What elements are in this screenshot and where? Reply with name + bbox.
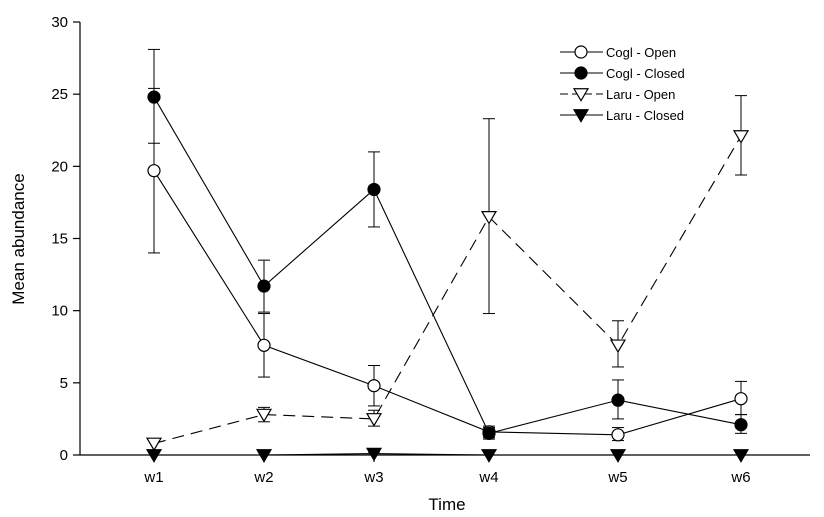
data-point-laru-open	[609, 339, 627, 354]
x-tick-label: w1	[143, 469, 163, 486]
x-tick-label: w6	[730, 469, 750, 486]
y-tick-label: 30	[51, 14, 68, 31]
data-point-laru-open	[480, 211, 498, 225]
y-tick-label: 20	[51, 158, 68, 175]
y-tick-label: 15	[51, 231, 68, 248]
x-tick-label: w2	[253, 469, 273, 486]
x-tick-label: w3	[363, 469, 383, 486]
data-point-cogl-closed	[611, 393, 625, 407]
data-point-cogl-open	[367, 379, 381, 393]
series-lines	[153, 96, 742, 456]
y-tick-label: 0	[60, 447, 68, 464]
series-line-cogl-closed	[153, 96, 742, 434]
markers	[145, 90, 750, 463]
data-point-laru-open	[365, 413, 383, 427]
legend-label-laru-open: Laru - Open	[606, 87, 675, 102]
axes: 0 5 10 15 20 25 30 w1 w2 w3 w4 w5 w6	[51, 14, 810, 486]
data-point-cogl-open	[257, 338, 271, 352]
series-line-laru-open	[153, 135, 742, 444]
legend-marker-laru-open	[572, 88, 590, 102]
data-point-cogl-closed	[367, 182, 381, 197]
data-point-cogl-closed	[482, 426, 496, 440]
data-point-laru-open	[732, 130, 750, 144]
legend-label-laru-closed: Laru - Closed	[606, 108, 684, 123]
legend: Cogl - Open Cogl - Closed Laru - Open Laru …	[560, 45, 685, 123]
series-line-cogl-open	[153, 170, 742, 436]
y-tick-label: 10	[51, 303, 68, 320]
y-axis-title: Mean abundance	[9, 173, 28, 304]
y-tick-label: 25	[51, 86, 68, 103]
data-point-cogl-open	[147, 164, 161, 178]
data-point-cogl-closed	[257, 279, 271, 293]
x-tick-label: w4	[478, 469, 498, 486]
legend-label-cogl-closed: Cogl - Closed	[606, 66, 685, 81]
legend-marker-cogl-open	[574, 45, 588, 59]
legend-marker-laru-closed	[572, 109, 590, 123]
legend-label-cogl-open: Cogl - Open	[606, 45, 676, 60]
y-tick-label: 5	[60, 375, 68, 392]
x-axis-title: Time	[428, 495, 465, 514]
data-point-cogl-closed	[147, 90, 161, 104]
legend-marker-cogl-closed	[574, 66, 588, 80]
data-point-laru-open	[145, 437, 163, 452]
data-point-laru-open	[255, 408, 273, 423]
data-point-cogl-open	[734, 392, 748, 406]
x-tick-label: w5	[607, 469, 627, 486]
data-point-cogl-closed	[734, 418, 748, 432]
data-point-laru-closed	[365, 447, 383, 462]
data-point-cogl-open	[611, 428, 625, 442]
